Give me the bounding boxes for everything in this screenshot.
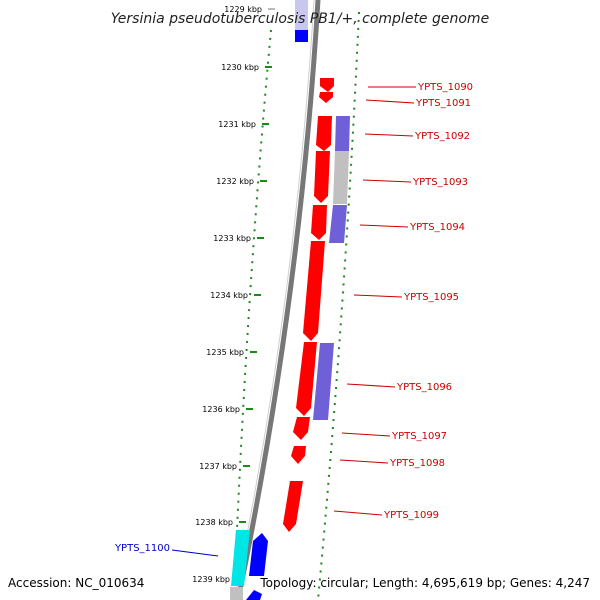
gene-leader-line: [359, 224, 409, 228]
gene-label[interactable]: YPTS_1096: [396, 382, 452, 393]
gene-label[interactable]: YPTS_1092: [414, 131, 470, 142]
gene-label[interactable]: YPTS_1098: [389, 458, 445, 469]
gene-label[interactable]: YPTS_1094: [409, 222, 465, 233]
tick-label: 1229 kbp: [224, 5, 262, 14]
gene-arrow-1094: [311, 205, 327, 240]
gene-label[interactable]: YPTS_1097: [391, 431, 447, 442]
tick-label: 1239 kbp: [192, 575, 230, 584]
gene-arrow-1097: [293, 417, 310, 440]
gene-arrow-1096: [296, 342, 317, 416]
backbone-line: [235, 0, 321, 600]
cog-bar-1094: [329, 205, 347, 243]
gene-arrow-1098: [291, 446, 306, 464]
gene-arrow-1095: [303, 241, 325, 341]
gene-leader-line: [346, 383, 396, 388]
bottom-gray-feature: [230, 587, 243, 600]
inner-dotted-track: [317, 11, 360, 600]
reverse-cds-arrow: [249, 533, 268, 576]
top-reverse-cds-tip: [295, 30, 308, 42]
accession-text: Accession: NC_010634: [8, 576, 144, 590]
gene-arrow-1091: [319, 92, 333, 103]
backbone-highlight: [233, 0, 315, 600]
top-reverse-cds: [295, 0, 308, 30]
tick-label: 1236 kbp: [202, 405, 240, 414]
gene-arrow-1092: [316, 116, 332, 151]
cog-bar-1093: [333, 151, 349, 204]
gene-leader-line: [339, 459, 389, 464]
gene-label[interactable]: YPTS_1099: [383, 510, 439, 521]
cog-bar-1092: [335, 116, 350, 151]
tick-label: 1230 kbp: [221, 63, 259, 72]
reverse-cds-arrow-2: [246, 590, 262, 600]
tick-label: 1237 kbp: [199, 462, 237, 471]
gene-leader-line: [364, 133, 414, 137]
gene-arrow-1090: [320, 78, 334, 92]
tick-label: 1232 kbp: [216, 177, 254, 186]
outer-tick-track: [233, 29, 272, 600]
gene-leader-line: [365, 99, 415, 104]
genome-summary-text: Topology: circular; Length: 4,695,619 bp…: [259, 576, 590, 590]
gene-label[interactable]: YPTS_1091: [415, 98, 471, 109]
tick-label: 1231 kbp: [218, 120, 256, 129]
cog-bar-1096: [313, 343, 334, 420]
gene-leader-line: [341, 432, 391, 437]
gene-label-group: YPTS_1090 YPTS_1091 YPTS_1092 YPTS_1093 YPTS…: [114, 82, 473, 557]
feature-group: [230, 0, 350, 600]
tick-label: 1238 kbp: [195, 518, 233, 527]
gene-leader-line: [362, 179, 412, 183]
tick-label: 1235 kbp: [206, 348, 244, 357]
map-title: Yersinia pseudotuberculosis PB1/+, compl…: [111, 11, 489, 27]
tick-label: 1233 kbp: [213, 234, 251, 243]
gene-label[interactable]: YPTS_1095: [403, 292, 459, 303]
gene-label[interactable]: YPTS_1093: [412, 177, 468, 188]
tick-label: 1234 kbp: [210, 291, 248, 300]
tick-group: 1229 kbp 1230 kbp 1231 kbp 1232 kbp 1233 kbp…: [192, 5, 275, 584]
gene-arrow-1093: [314, 151, 330, 203]
gene-leader-line: [333, 510, 383, 516]
gene-arrow-1099: [283, 481, 303, 532]
gene-label[interactable]: YPTS_1100: [114, 543, 170, 554]
gene-leader-line: [171, 549, 219, 557]
gene-arrow-1100-cyan: [231, 530, 250, 586]
gene-leader-line: [353, 294, 403, 298]
gene-label[interactable]: YPTS_1090: [417, 82, 473, 93]
